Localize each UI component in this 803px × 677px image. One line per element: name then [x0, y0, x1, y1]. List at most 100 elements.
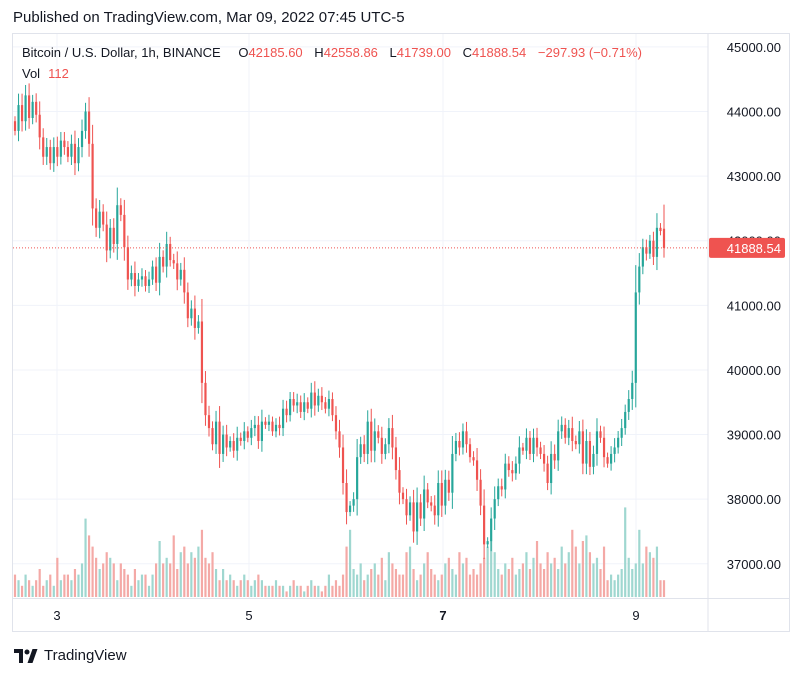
volume-bar [63, 574, 66, 597]
brand-name: TradingView [44, 647, 127, 664]
volume-bar [289, 585, 292, 597]
symbol-legend: Bitcoin / U.S. Dollar, 1h, BINANCE O4218… [22, 45, 642, 60]
volume-bar [408, 546, 412, 597]
volume-bar [595, 557, 599, 597]
volume-bar [116, 580, 119, 597]
volume-bar [655, 546, 659, 597]
candle-body [158, 256, 161, 283]
volume-bar [514, 574, 517, 597]
volume-bar [497, 569, 500, 597]
volume-bar [52, 585, 55, 597]
candle-body [49, 147, 52, 164]
candle-body [260, 421, 263, 442]
price-tick-label: 41000.00 [727, 298, 781, 313]
candle-body [366, 421, 369, 454]
candle-body [408, 502, 412, 516]
volume-bar [574, 546, 577, 597]
candle-body [370, 421, 373, 451]
candle-body [373, 431, 376, 451]
volume-bar [17, 580, 20, 597]
candle-body [38, 114, 41, 138]
candle-body [154, 266, 158, 283]
candle-body [363, 444, 366, 454]
volume-bar [211, 552, 214, 597]
volume-bar [327, 574, 331, 597]
candle-body [500, 486, 503, 490]
volume-bar [49, 574, 52, 597]
volume-bar [560, 546, 563, 597]
tradingview-brand[interactable]: TradingView [14, 647, 127, 664]
volume-bar [73, 569, 77, 597]
volume-bar [564, 563, 567, 597]
volume-bar [412, 569, 415, 597]
candle-body [63, 140, 66, 148]
volume-bar [229, 574, 232, 597]
candle-body [348, 505, 352, 513]
candle-body [250, 428, 253, 438]
volume-bar [620, 569, 623, 597]
volume-bar [98, 569, 101, 597]
volume-bar [264, 585, 267, 597]
candle-body [324, 402, 327, 409]
candle-body [648, 240, 651, 254]
volume-bar [518, 569, 521, 597]
volume-bar [42, 585, 45, 597]
volume-bar [380, 557, 383, 597]
candle-body [267, 421, 271, 425]
candle-body [490, 518, 493, 542]
volume-bar [387, 552, 390, 597]
volume-bar [281, 585, 285, 597]
candle-body [137, 279, 140, 286]
volume-bar [140, 574, 144, 597]
volume-bar [331, 585, 334, 597]
volume-bar [366, 574, 369, 597]
volume-bar [66, 574, 70, 597]
candle-body [380, 437, 383, 454]
candle-body [186, 292, 189, 319]
candle-body [609, 453, 613, 464]
candle-body [42, 137, 45, 157]
volume-bar [45, 580, 48, 597]
volume-bar [236, 585, 239, 597]
candle-body [384, 444, 387, 454]
candle-body [511, 470, 514, 474]
candle-body [218, 421, 221, 454]
volume-bar [123, 569, 126, 597]
time-tick-label: 9 [632, 608, 639, 623]
candle-body [514, 463, 517, 474]
candle-body [197, 321, 200, 328]
volume-bar [511, 557, 514, 597]
volume-bar [91, 546, 94, 597]
candle-body [405, 499, 408, 516]
chart-frame[interactable] [12, 33, 790, 632]
candle-body [359, 444, 362, 458]
volume-bar [253, 580, 256, 597]
volume-bar [444, 563, 447, 597]
volume-bar [426, 552, 429, 597]
volume-bar [352, 569, 355, 597]
volume-bar [401, 574, 405, 597]
volume-bar [528, 569, 532, 597]
time-axis[interactable]: 3 5 7 9 [53, 608, 639, 623]
volume-bar [190, 552, 193, 597]
high-label: H [314, 45, 324, 60]
candle-body [303, 402, 306, 412]
price-axis[interactable]: 45000.0044000.0043000.0042000.0041000.00… [727, 40, 781, 572]
volume-bar [461, 563, 465, 597]
volume-bar [38, 569, 41, 597]
candle-body [253, 424, 256, 429]
volume-bar [179, 552, 182, 597]
volume-bar [546, 552, 549, 597]
candle-body [521, 447, 525, 451]
volume-legend: Vol 112 [22, 66, 69, 81]
volume-bar [363, 580, 366, 597]
candle-body [659, 227, 662, 232]
candle-body [147, 279, 151, 286]
volume-bar [419, 574, 422, 597]
volume-bar [147, 585, 151, 597]
volume-bar [56, 557, 59, 597]
volume-bar [606, 580, 609, 597]
candle-body [264, 421, 267, 425]
volume-bar [486, 546, 489, 597]
